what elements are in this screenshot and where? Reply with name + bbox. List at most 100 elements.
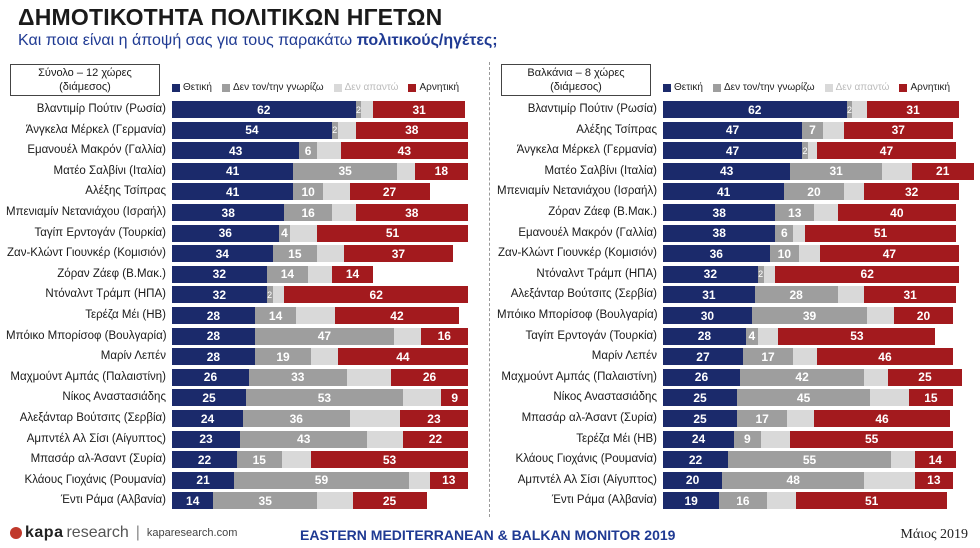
chart-row: Μαρίν Λεπέν 28 19 44 — [6, 347, 486, 367]
logo-kapa: kapa — [25, 524, 64, 541]
bar-segment-dont-know: 28 — [754, 286, 838, 304]
bar-segment-negative: 22 — [402, 430, 468, 448]
bar-segment-negative: 27 — [349, 183, 430, 201]
bar-segment-no-answer — [766, 492, 797, 510]
bar-segment-negative: 14 — [331, 265, 374, 283]
category-label: Αλέξης Τσίπρας — [576, 123, 657, 136]
bar-segment-positive: 36 — [663, 245, 770, 263]
bar-segment-negative: 21 — [911, 162, 974, 180]
page-subtitle: Και ποια είναι η άποψή σας για τους παρα… — [18, 32, 498, 50]
chart-row: Μπασάρ αλ-Άσαντ (Συρία) 25 17 46 — [497, 409, 977, 429]
bar-segment-dont-know: 6 — [299, 142, 318, 160]
bar-segment-negative: 51 — [317, 224, 468, 242]
category-label: Μπενιαμίν Νετανιάχου (Ισραήλ) — [6, 206, 167, 218]
chart-row: Μπενιαμίν Νετανιάχου (Ισραήλ) 38 16 38 — [6, 203, 486, 223]
subtitle-text: Και ποια είναι η άποψή σας για τους παρα… — [18, 32, 357, 49]
bar-segment-negative: 62 — [284, 286, 468, 304]
bar-segment-negative: 44 — [337, 348, 468, 366]
panel-divider — [489, 62, 490, 517]
bar-segment-dont-know: 2 — [355, 101, 362, 118]
bar-segment-dont-know: 39 — [751, 307, 868, 324]
bar-segment-dont-know: 10 — [293, 183, 323, 201]
category-label: Βλαντιμίρ Πούτιν (Ρωσία) — [36, 103, 166, 115]
bar-segment-positive: 31 — [663, 286, 755, 304]
bar-segment-no-answer — [311, 348, 338, 366]
bar-segment-negative: 13 — [429, 471, 468, 489]
bar-segment-no-answer — [331, 204, 356, 221]
chart-row: Άνγκελα Μέρκελ (Γερμανία) 54 2 38 — [6, 121, 486, 141]
category-label: Ματέο Σαλβίνι (Ιταλία) — [544, 164, 657, 177]
bar-segment-dont-know: 48 — [722, 471, 865, 489]
bar-segment-negative: 53 — [311, 451, 468, 469]
category-label: Ζαν-Κλώντ Γιουνκέρ (Κομισιόν) — [498, 247, 657, 260]
panel-label-line1: Βαλκάνια – 8 χώρες — [527, 67, 625, 79]
legend-label: Αρνητική — [419, 82, 460, 93]
bar-segment-positive: 30 — [663, 307, 752, 324]
bar-segment-negative: 47 — [819, 245, 959, 263]
category-label: Εμανουέλ Μακρόν (Γαλλία) — [27, 144, 166, 157]
bar-segment-no-answer — [308, 265, 332, 283]
category-label: Ζόραν Ζάεφ (Β.Μακ.) — [548, 206, 657, 218]
chart-row: Κλάους Γιοχάνις (Ρουμανία) 21 59 13 — [6, 471, 486, 491]
chart-row: Βλαντιμίρ Πούτιν (Ρωσία) 62 2 31 — [6, 100, 486, 120]
bar-segment-dont-know: 4 — [745, 327, 758, 345]
subtitle-bold-text: πολιτικούς/ηγέτες; — [356, 32, 498, 49]
category-label: Μπόικο Μπορίσοφ (Βουλγαρία) — [6, 329, 167, 342]
chart-row: Ζόραν Ζάεφ (Β.Μακ.) 32 14 14 — [6, 265, 486, 285]
category-label: Κλάους Γιοχάνις (Ρουμανία) — [24, 473, 166, 486]
chart-row: Ταγίπ Ερντογάν (Τουρκία) 28 4 53 — [497, 327, 977, 347]
legend-swatch — [663, 83, 671, 92]
bar-segment-positive: 21 — [172, 471, 235, 489]
bar-segment-positive: 26 — [663, 368, 740, 386]
chart-row: Ζαν-Κλώντ Γιουνκέρ (Κομισιόν) 36 10 47 — [497, 244, 977, 264]
bar-segment-dont-know: 53 — [246, 389, 403, 407]
bar-segment-no-answer — [837, 286, 865, 304]
chart-row: Μπενιαμίν Νετανιάχου (Ισραήλ) 41 20 32 — [497, 182, 977, 202]
bar-segment-negative: 40 — [837, 204, 957, 221]
panel-label-line2: (διάμεσος) — [59, 81, 111, 93]
bar-segment-negative: 26 — [391, 368, 468, 386]
logo-separator: | — [135, 524, 140, 541]
bar-segment-positive: 28 — [172, 327, 255, 345]
category-label: Τερέζα Μέι (ΗΒ) — [576, 432, 657, 445]
category-label: Άνγκελα Μέρκελ (Γερμανία) — [25, 123, 166, 136]
bar-segment-positive: 32 — [663, 265, 758, 283]
bar-segment-negative: 31 — [867, 101, 959, 118]
bar-segment-positive: 41 — [663, 183, 785, 201]
chart-row: Τερέζα Μέι (ΗΒ) 28 14 42 — [6, 306, 486, 326]
chart-row: Μπόικο Μπορίσοφ (Βουλγαρία) 28 47 16 — [6, 327, 486, 347]
bar-segment-dont-know: 9 — [734, 430, 761, 448]
chart-row: Αλεξάνταρ Βούτσιτς (Σερβία) 31 28 31 — [497, 285, 977, 305]
bar-segment-no-answer — [799, 245, 820, 263]
bar-segment-positive: 23 — [172, 430, 241, 448]
bar-segment-no-answer — [864, 471, 915, 489]
category-label: Άνγκελα Μέρκελ (Γερμανία) — [516, 144, 657, 157]
legend-label: Δεν τον/την γνωρίζω — [232, 82, 324, 93]
category-label: Εμανουέλ Μακρόν (Γαλλία) — [518, 226, 657, 239]
bar-segment-negative: 46 — [813, 410, 951, 427]
bar-segment-no-answer — [349, 410, 400, 427]
bar-segment-positive: 24 — [172, 410, 244, 427]
chart-row: Αλέξης Τσίπρας 47 7 37 — [497, 121, 977, 141]
kapa-research-logo: kapa research | kaparesearch.com — [10, 524, 237, 542]
bar-segment-no-answer — [757, 327, 779, 345]
bar-segment-dont-know: 2 — [757, 265, 764, 283]
legend-negative: Αρνητική — [899, 82, 950, 93]
chart-row: Βλαντιμίρ Πούτιν (Ρωσία) 62 2 31 — [497, 100, 977, 120]
legend-swatch — [172, 83, 180, 92]
bar-segment-positive: 14 — [172, 492, 214, 510]
bar-segment-dont-know: 6 — [775, 224, 794, 242]
chart-row: Ζόραν Ζάεφ (Β.Μακ.) 38 13 40 — [497, 203, 977, 223]
bar-segment-dont-know: 19 — [254, 348, 312, 366]
chart-row: Αμπντέλ Αλ Σίσι (Αίγυπτος) 23 43 22 — [6, 430, 486, 450]
bar-segment-positive: 47 — [663, 142, 803, 160]
category-label: Ταγίπ Ερντογάν (Τουρκία) — [525, 329, 657, 342]
legend-label: Αρνητική — [910, 82, 951, 93]
bar-segment-dont-know: 15 — [272, 245, 318, 263]
bar-segment-no-answer — [763, 265, 776, 283]
bar-segment-dont-know: 59 — [234, 471, 409, 489]
footer: kapa research | kaparesearch.com EASTERN … — [0, 523, 980, 548]
bar-segment-dont-know: 16 — [284, 204, 332, 221]
legend-swatch — [408, 83, 417, 92]
bar-segment-negative: 23 — [399, 410, 468, 427]
